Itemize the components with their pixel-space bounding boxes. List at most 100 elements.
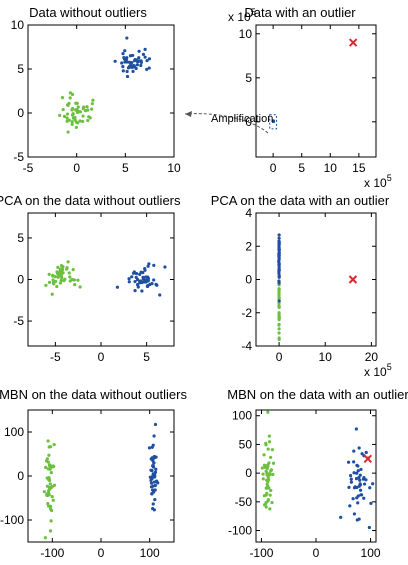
x-exponent-label: x 105 — [364, 173, 392, 190]
data-point-blue — [152, 434, 156, 438]
data-point-blue — [277, 256, 281, 260]
data-point-blue — [145, 279, 150, 283]
data-point-green — [48, 507, 53, 511]
data-point-blue — [135, 63, 140, 67]
x-tick-label: 0 — [276, 350, 283, 364]
data-point-blue — [352, 460, 356, 464]
data-point-blue — [138, 272, 142, 277]
data-point-blue — [128, 64, 132, 68]
y-tick-label: -100 — [0, 513, 24, 527]
data-point-blue — [150, 492, 154, 496]
y-tick-label: 10 — [11, 18, 25, 32]
data-point-green — [67, 271, 71, 275]
data-point-blue — [132, 270, 136, 274]
data-point-green — [266, 475, 270, 479]
data-point-green — [277, 327, 281, 331]
data-point-green — [51, 274, 55, 278]
data-point-blue — [277, 280, 281, 284]
data-point-blue — [141, 271, 145, 275]
y-tick-label: 0 — [17, 106, 24, 120]
data-point-green — [81, 119, 85, 124]
data-point-green — [65, 112, 70, 116]
data-point-green — [49, 471, 53, 475]
data-point-green — [277, 304, 281, 308]
data-point-green — [75, 101, 79, 105]
data-point-blue — [156, 481, 160, 485]
data-point-blue — [352, 449, 356, 453]
data-point-blue — [149, 485, 154, 489]
data-point-green — [277, 287, 281, 291]
data-point-green — [56, 265, 60, 269]
data-point-blue — [153, 488, 157, 492]
data-point-blue — [352, 512, 357, 516]
data-point-green — [267, 461, 271, 465]
data-point-green — [70, 277, 74, 282]
data-point-blue — [360, 452, 364, 456]
data-point-green — [46, 467, 50, 471]
data-point-green — [265, 482, 269, 486]
amplification-annotation: Amplification — [184, 111, 273, 134]
data-point-blue — [355, 485, 359, 490]
data-point-green — [262, 453, 266, 457]
data-point-blue — [362, 476, 366, 480]
data-point-blue — [150, 445, 154, 449]
data-point-blue — [146, 264, 150, 268]
y-tick-label: -100 — [228, 524, 252, 538]
data-point-green — [271, 472, 275, 477]
data-point-blue — [346, 460, 351, 464]
data-point-blue — [152, 480, 157, 484]
x-tick-label: -5 — [50, 350, 61, 364]
x-tick-label: 5 — [143, 350, 150, 364]
chart-title: PCA on the data with an outlier — [211, 193, 390, 208]
x-tick-label: 0 — [270, 161, 277, 175]
data-point-blue — [147, 446, 152, 450]
y-tick-label: 0 — [17, 273, 24, 287]
plot-frame — [27, 24, 175, 158]
data-point-green — [78, 285, 82, 289]
data-point-green — [59, 264, 64, 268]
data-point-green — [265, 491, 269, 495]
data-point-green — [261, 477, 265, 481]
data-point-blue — [144, 275, 148, 279]
data-point-blue — [134, 66, 138, 71]
amplification-label: Amplification — [211, 113, 273, 125]
data-point-blue — [367, 525, 371, 530]
data-point-blue — [133, 57, 137, 62]
data-point-blue — [339, 515, 343, 519]
data-point-green — [269, 488, 273, 493]
data-point-blue — [136, 60, 140, 64]
x-exponent-label: x 105 — [364, 362, 392, 379]
data-point-green — [266, 410, 270, 414]
data-point-blue — [359, 467, 363, 472]
data-point-green — [60, 276, 64, 280]
data-point-blue — [277, 275, 281, 279]
data-point-blue — [347, 485, 351, 489]
data-point-green — [62, 279, 66, 283]
data-point-blue — [127, 277, 131, 281]
data-point-green — [49, 519, 53, 523]
y-tick-label: 5 — [17, 231, 24, 245]
data-point-green — [47, 272, 51, 276]
data-point-blue — [277, 254, 281, 258]
data-point-green — [45, 484, 50, 488]
data-point-green — [58, 113, 62, 118]
data-point-green — [268, 493, 272, 497]
data-point-blue — [355, 463, 359, 467]
x-tick-label: 10 — [319, 350, 333, 364]
data-point-green — [86, 108, 90, 112]
data-point-green — [262, 463, 267, 467]
x-tick-label: 100 — [140, 546, 160, 560]
amplification-arrow — [184, 113, 269, 134]
data-point-blue — [349, 477, 353, 481]
data-point-green — [277, 322, 281, 327]
data-point-blue — [145, 284, 150, 289]
data-point-blue — [139, 59, 143, 63]
data-point-blue — [151, 459, 155, 463]
data-point-green — [47, 464, 52, 468]
data-point-green — [267, 440, 272, 444]
data-point-green — [73, 115, 77, 120]
data-point-green — [42, 490, 46, 494]
data-point-green — [270, 448, 274, 452]
data-point-blue — [357, 484, 361, 488]
